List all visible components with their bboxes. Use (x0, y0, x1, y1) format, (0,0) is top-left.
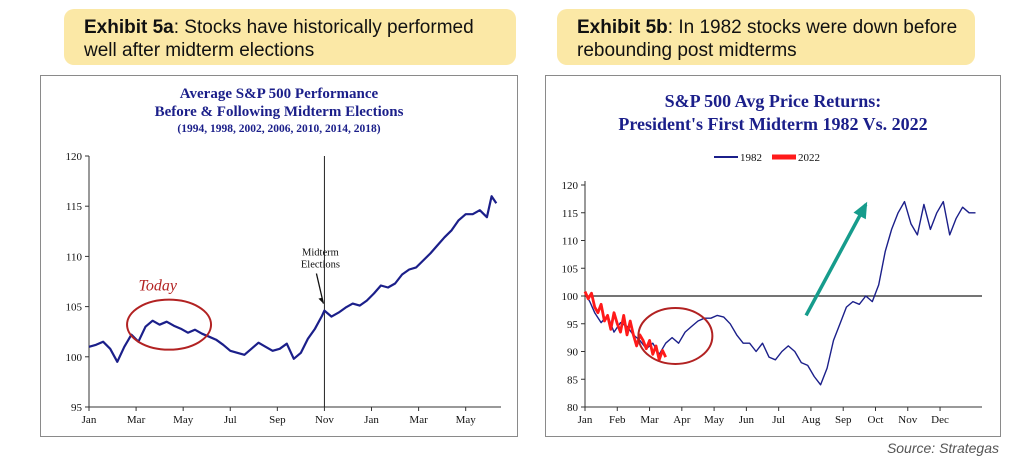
exhibit-5b-text: : In 1982 stocks were down before reboun… (577, 17, 958, 61)
x-tick-label: Dec (931, 414, 949, 426)
x-tick-label: Sep (835, 414, 852, 426)
y-tick-label: 110 (66, 251, 83, 263)
y-tick-label: 120 (66, 151, 83, 163)
y-tick-label: 100 (562, 291, 579, 303)
x-tick-label: May (173, 414, 194, 426)
y-tick-label: 105 (66, 302, 83, 314)
legend: 1982 2022 (714, 152, 820, 164)
x-tick-label: Nov (898, 414, 917, 426)
x-tick-label: Jan (364, 414, 379, 426)
y-tick-label: 95 (567, 319, 579, 331)
low-ellipse (637, 306, 714, 365)
y-tick-label: 85 (567, 374, 579, 386)
y-tick-label: 120 (562, 180, 579, 192)
x-tick-label: Mar (409, 414, 428, 426)
y-tick-label: 105 (562, 263, 579, 275)
y-tick-label: 110 (562, 236, 579, 248)
chart-panel-b: S&P 500 Avg Price Returns: President's F… (545, 75, 1001, 437)
exhibit-5b-callout: Exhibit 5b: In 1982 stocks were down bef… (557, 9, 975, 65)
midterm-label-line2: Elections (301, 259, 340, 270)
x-tick-label: Aug (801, 414, 820, 426)
y-tick-label: 100 (66, 352, 83, 364)
exhibit-5a-text: : Stocks have historically performed wel… (84, 17, 474, 61)
x-tick-label: Nov (315, 414, 334, 426)
x-tick-label: May (704, 414, 725, 426)
today-label: Today (138, 278, 177, 295)
x-tick-label: Feb (609, 414, 626, 426)
y-tick-label: 90 (567, 347, 579, 359)
chart-a-title: Average S&P 500 Performance (179, 86, 379, 102)
series-line-1982 (584, 200, 976, 386)
midterm-label-line1: Midterm (302, 247, 339, 258)
x-tick-label: Jan (82, 414, 97, 426)
exhibit-5b-label: Exhibit 5b (577, 17, 668, 38)
x-tick-label: Mar (640, 414, 659, 426)
chart-panel-a: Average S&P 500 Performance Before & Fol… (40, 75, 518, 437)
chart-b-title: S&P 500 Avg Price Returns: (664, 91, 882, 111)
rebound-arrow-shaft (804, 203, 868, 317)
series-line-2022 (583, 291, 667, 362)
source-note: Source: Strategas (886, 440, 999, 456)
exhibit-5a-label: Exhibit 5a (84, 17, 174, 38)
legend-label-2022: 2022 (798, 152, 820, 164)
y-tick-label: 95 (71, 402, 83, 414)
midterm-arrow-head (318, 297, 324, 304)
chart-a-note: (1994, 1998, 2002, 2006, 2010, 2014, 201… (177, 123, 381, 135)
x-tick-label: Oct (868, 414, 884, 426)
x-tick-label: May (456, 414, 477, 426)
chart-b-subtitle: President's First Midterm 1982 Vs. 2022 (618, 114, 928, 134)
y-tick-label: 115 (66, 201, 83, 213)
x-tick-label: Jul (772, 414, 785, 426)
chart-b-plot: 80 85 90 95 100 105 110 115 120 Jan Feb Mar Apr May Ju… (562, 152, 982, 426)
x-tick-label: Jul (224, 414, 237, 426)
x-tick-label: Sep (269, 414, 286, 426)
chart-a-subtitle: Before & Following Midterm Elections (154, 104, 404, 120)
exhibit-5a-callout: Exhibit 5a: Stocks have historically per… (64, 9, 516, 65)
legend-label-1982: 1982 (740, 152, 762, 164)
series-line (88, 195, 498, 363)
y-tick-label: 80 (567, 402, 579, 414)
x-tick-label: Jan (578, 414, 593, 426)
y-tick-label: 115 (562, 208, 579, 220)
x-tick-label: Apr (673, 414, 690, 426)
rebound-arrow-head (853, 201, 868, 220)
chart-a-plot: 95 100 105 110 115 120 Jan Mar May Jul Sep Nov Jan Ma… (66, 151, 501, 426)
x-tick-label: Mar (127, 414, 146, 426)
x-tick-label: Jun (739, 414, 755, 426)
today-ellipse (126, 298, 213, 351)
